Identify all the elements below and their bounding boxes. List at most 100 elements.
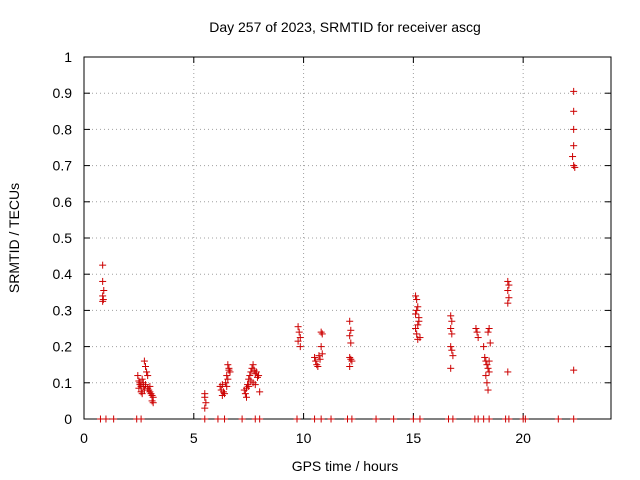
data-point	[141, 381, 149, 389]
data-point	[412, 292, 420, 300]
data-point	[484, 364, 492, 372]
y-tick-label: 0	[64, 411, 72, 427]
data-point	[238, 415, 246, 423]
data-point	[414, 335, 422, 343]
data-point	[447, 325, 455, 332]
data-point	[372, 415, 380, 423]
data-point	[570, 87, 578, 95]
y-tick-label: 0.6	[53, 194, 73, 210]
data-point	[252, 368, 260, 376]
data-point	[296, 334, 304, 342]
data-point	[412, 325, 420, 332]
data-point	[504, 286, 512, 294]
data-point	[147, 390, 155, 398]
data-point	[412, 310, 420, 318]
data-point	[318, 350, 326, 358]
x-tick-label: 20	[515, 430, 531, 446]
data-point	[570, 366, 578, 374]
x-tick-label: 10	[296, 430, 312, 446]
data-point	[247, 377, 255, 385]
y-tick-label: 0.4	[53, 266, 73, 282]
data-point	[242, 393, 250, 401]
data-point	[314, 363, 322, 371]
data-point	[241, 390, 249, 398]
data-point	[201, 393, 209, 401]
data-point	[317, 343, 325, 351]
x-tick-label: 15	[406, 430, 422, 446]
data-point	[414, 321, 422, 329]
data-point	[447, 364, 455, 372]
data-point	[138, 390, 146, 398]
data-point	[448, 330, 456, 338]
y-tick-label: 0.1	[53, 375, 73, 391]
x-axis-label: GPS time / hours	[292, 458, 399, 474]
data-point	[347, 326, 355, 334]
data-point	[224, 361, 232, 369]
data-point	[504, 277, 512, 285]
data-point	[484, 386, 492, 394]
data-point	[504, 299, 512, 307]
data-point	[140, 386, 148, 394]
data-point	[296, 343, 304, 351]
y-tick-label: 0.7	[53, 158, 73, 174]
data-point	[413, 306, 421, 314]
data-point	[251, 370, 259, 378]
axis-ticks: 00.10.20.30.40.50.60.70.80.910 5 10 15 20	[53, 49, 611, 446]
data-point	[346, 363, 354, 371]
data-point	[201, 415, 209, 423]
data-point	[481, 353, 489, 361]
data-point	[317, 328, 325, 336]
data-point	[219, 388, 227, 396]
data-point	[447, 343, 455, 351]
data-point	[140, 357, 148, 365]
plot-frame	[83, 56, 612, 420]
data-point	[521, 415, 529, 423]
data-point	[134, 372, 142, 380]
data-point	[347, 355, 355, 363]
data-point	[480, 343, 488, 351]
data-point	[99, 297, 107, 305]
data-point	[246, 372, 254, 380]
data-point	[505, 294, 513, 302]
data-point	[137, 382, 145, 390]
data-point	[346, 353, 354, 361]
data-point	[224, 375, 232, 383]
data-point	[472, 325, 480, 332]
data-point	[504, 368, 512, 376]
data-point	[146, 382, 154, 390]
data-point	[214, 415, 222, 423]
data-point	[483, 379, 491, 387]
data-point	[318, 330, 326, 338]
data-point	[447, 312, 455, 320]
data-point	[222, 379, 230, 387]
data-point	[294, 337, 302, 345]
data-point	[414, 303, 422, 311]
data-point	[295, 328, 303, 336]
y-tick-label: 0.5	[53, 230, 73, 246]
data-point	[312, 357, 320, 365]
data-point	[223, 372, 231, 380]
data-point	[218, 381, 226, 389]
data-point	[571, 163, 579, 171]
data-point	[110, 415, 118, 423]
data-point	[448, 317, 456, 325]
data-point	[554, 415, 562, 423]
data-point	[570, 162, 578, 170]
y-tick-label: 0.2	[53, 339, 73, 355]
y-tick-label: 1	[64, 49, 72, 65]
data-point	[485, 415, 493, 423]
data-point	[99, 296, 107, 304]
data-point	[135, 377, 143, 385]
data-point	[448, 346, 456, 354]
data-point	[409, 415, 417, 423]
data-point	[149, 399, 157, 407]
data-point	[505, 415, 513, 423]
data-point	[413, 330, 421, 338]
data-point	[242, 384, 250, 392]
data-point	[486, 339, 494, 347]
data-point	[485, 368, 493, 376]
data-point	[311, 415, 319, 423]
data-point	[316, 355, 324, 363]
data-point	[138, 375, 146, 383]
